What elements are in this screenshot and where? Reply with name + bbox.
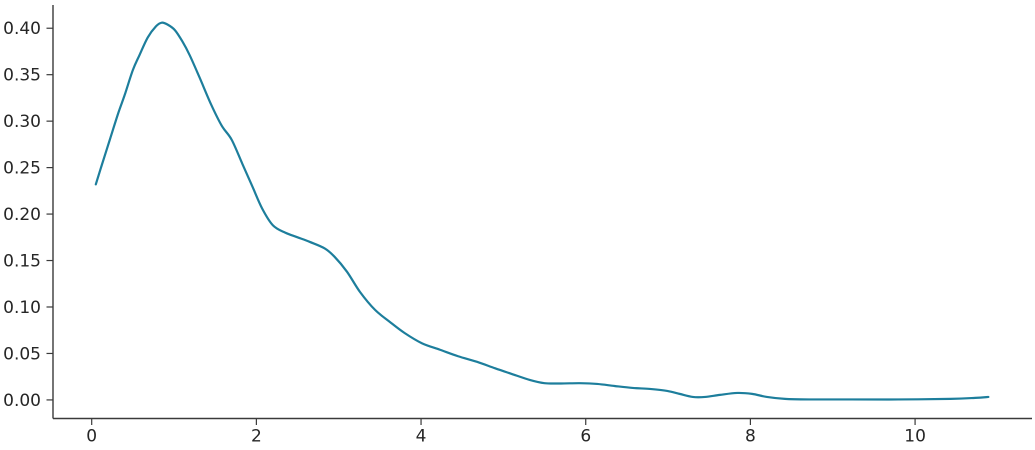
density-line [94, 21, 990, 401]
y-tick-label: 0.10 [3, 298, 41, 318]
y-tick-label: 0.00 [3, 391, 41, 411]
y-tick-label: 0.05 [3, 344, 41, 364]
y-tick-label: 0.20 [3, 205, 41, 225]
y-axis-ticks: 0.00 0.05 0.10 0.15 0.20 0.25 0.30 0.35 0.40 [3, 19, 53, 411]
x-tick-label: 10 [904, 427, 926, 447]
x-tick-label: 4 [416, 427, 427, 447]
y-tick-label: 0.40 [3, 19, 41, 39]
y-tick-label: 0.35 [3, 66, 41, 86]
y-tick-label: 0.30 [3, 112, 41, 132]
x-tick-label: 6 [580, 427, 591, 447]
y-tick-label: 0.15 [3, 252, 41, 272]
y-tick-label: 0.25 [3, 159, 41, 179]
x-axis-ticks: 0 2 4 6 8 10 [86, 418, 926, 447]
x-tick-label: 0 [86, 427, 97, 447]
x-tick-label: 2 [251, 427, 262, 447]
x-tick-label: 8 [745, 427, 756, 447]
